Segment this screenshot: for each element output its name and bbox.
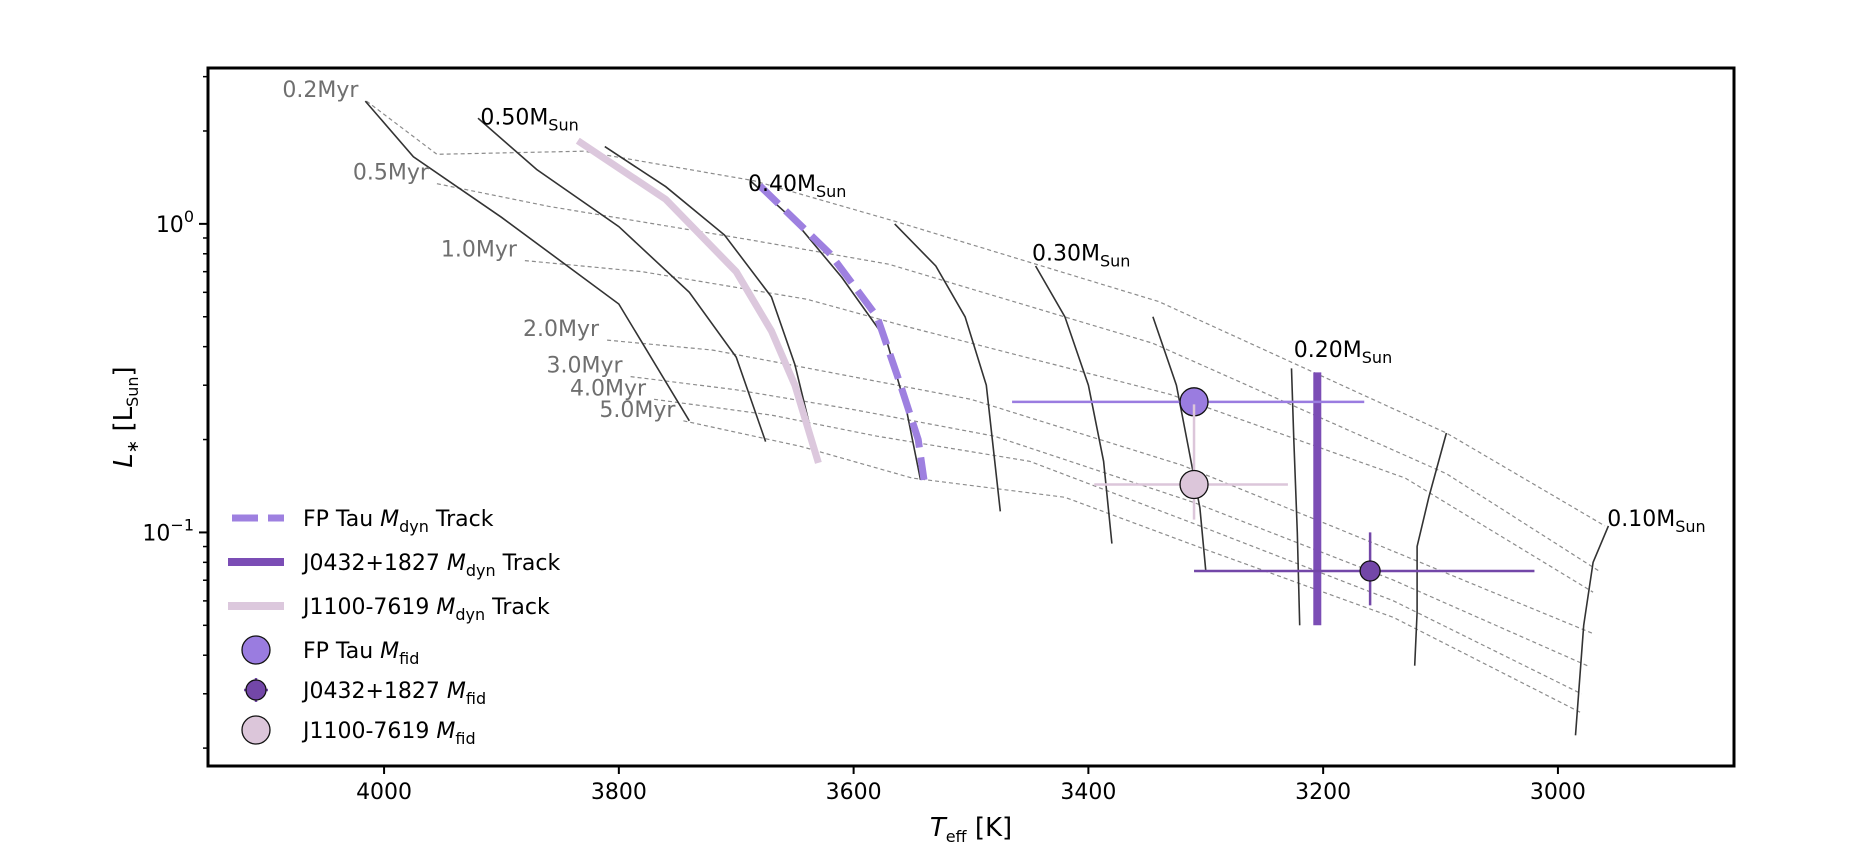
mass-track-line bbox=[1034, 265, 1113, 544]
x-tick-label: 3600 bbox=[826, 780, 882, 805]
isochrone-label: 5.0Myr bbox=[599, 398, 676, 423]
legend-label: FP Tau Mfid bbox=[303, 639, 419, 668]
legend-marker bbox=[245, 679, 267, 701]
legend-entry: J1100-7619 Mfid bbox=[241, 715, 476, 748]
annotation-layer: 0.2Myr 0.5Myr 1.0Myr 2.0Myr 3.0Myr4.0Myr5.0M… bbox=[282, 78, 1705, 536]
mass-track-line bbox=[1413, 432, 1448, 666]
legend-entry: J1100-7619 Mdyn Track bbox=[228, 595, 550, 624]
legend-label: J0432+1827 Mfid bbox=[301, 679, 486, 708]
mass-track-label: 0.10MSun bbox=[1607, 507, 1705, 536]
y-tick-label: 100 bbox=[156, 207, 194, 238]
legend-label: J0432+1827 Mdyn Track bbox=[301, 551, 560, 580]
legend-entry: J0432+1827 Mfid bbox=[244, 678, 486, 708]
legend-marker bbox=[241, 635, 271, 665]
fid-marker bbox=[1359, 560, 1381, 582]
axes: 4000 3800 3600 3400 3200 3000 100 10−1 Teff [K] L… bbox=[109, 66, 1736, 846]
y-axis-label: L∗ [LSun] bbox=[109, 366, 142, 467]
mass-track-line bbox=[1290, 368, 1301, 626]
legend-entry: FP Tau Mdyn Track bbox=[232, 507, 494, 536]
y-tick-label: 10−1 bbox=[142, 515, 194, 546]
isochrone-label: 4.0Myr bbox=[570, 376, 647, 401]
legend-label: FP Tau Mdyn Track bbox=[303, 507, 494, 536]
mass-track-line bbox=[1574, 525, 1610, 736]
mass-track-label: 0.30MSun bbox=[1032, 242, 1130, 271]
x-tick-label: 3400 bbox=[1060, 780, 1116, 805]
mass-track-line bbox=[364, 100, 690, 422]
isochrone-label: 0.5Myr bbox=[353, 161, 430, 186]
x-tick-label: 3000 bbox=[1530, 780, 1586, 805]
fid-point-fp-tau bbox=[1012, 387, 1365, 417]
mass-track-layer bbox=[364, 100, 1610, 736]
x-axis-label: Teff [K] bbox=[930, 813, 1012, 846]
x-tick-label: 3800 bbox=[591, 780, 647, 805]
fid-marker bbox=[1179, 469, 1209, 500]
isochrone-line bbox=[366, 100, 1606, 527]
mass-track-line bbox=[477, 117, 767, 442]
mass-track-line bbox=[894, 223, 1002, 512]
mass-track-label: 0.50MSun bbox=[480, 105, 578, 134]
isochrone-line bbox=[654, 398, 1582, 695]
x-tick-label: 4000 bbox=[356, 780, 412, 805]
dyn-track-j1100-7619 bbox=[575, 137, 822, 464]
isochrone-label: 0.2Myr bbox=[282, 78, 359, 103]
isochrone-label: 3.0Myr bbox=[547, 354, 624, 379]
isochrone-layer bbox=[366, 100, 1606, 714]
isochrone-line bbox=[630, 376, 1588, 667]
legend-entry: FP Tau Mfid bbox=[241, 635, 419, 668]
fiducial-point-layer bbox=[1012, 387, 1535, 606]
legend-entry: J0432+1827 Mdyn Track bbox=[228, 551, 560, 580]
isochrone-line bbox=[436, 183, 1600, 572]
isochrone-line bbox=[607, 339, 1594, 635]
mass-track-line bbox=[604, 145, 820, 462]
legend-label: J1100-7619 Mdyn Track bbox=[301, 595, 550, 624]
legend-marker bbox=[241, 715, 271, 745]
fid-point-j0432-1827 bbox=[1194, 532, 1535, 606]
dyn-track-fp-tau bbox=[757, 183, 928, 481]
plot-frame bbox=[206, 66, 1736, 768]
mass-track-line bbox=[749, 180, 922, 481]
fid-point-j1100-7619 bbox=[1094, 404, 1288, 520]
mass-track-line bbox=[1152, 316, 1207, 572]
legend-label: J1100-7619 Mfid bbox=[301, 719, 476, 748]
mass-track-label: 0.40MSun bbox=[748, 172, 846, 201]
isochrone-label: 2.0Myr bbox=[523, 317, 600, 342]
isochrone-label: 1.0Myr bbox=[441, 238, 518, 263]
isochrone-line bbox=[683, 420, 1582, 714]
isochrone-line bbox=[524, 260, 1594, 593]
dynamical-track-layer bbox=[575, 137, 1322, 626]
x-tick-label: 3200 bbox=[1295, 780, 1351, 805]
mass-track-label: 0.20MSun bbox=[1294, 338, 1392, 367]
legend: FP Tau Mdyn Track J0432+1827 Mdyn Track J1… bbox=[228, 507, 560, 748]
